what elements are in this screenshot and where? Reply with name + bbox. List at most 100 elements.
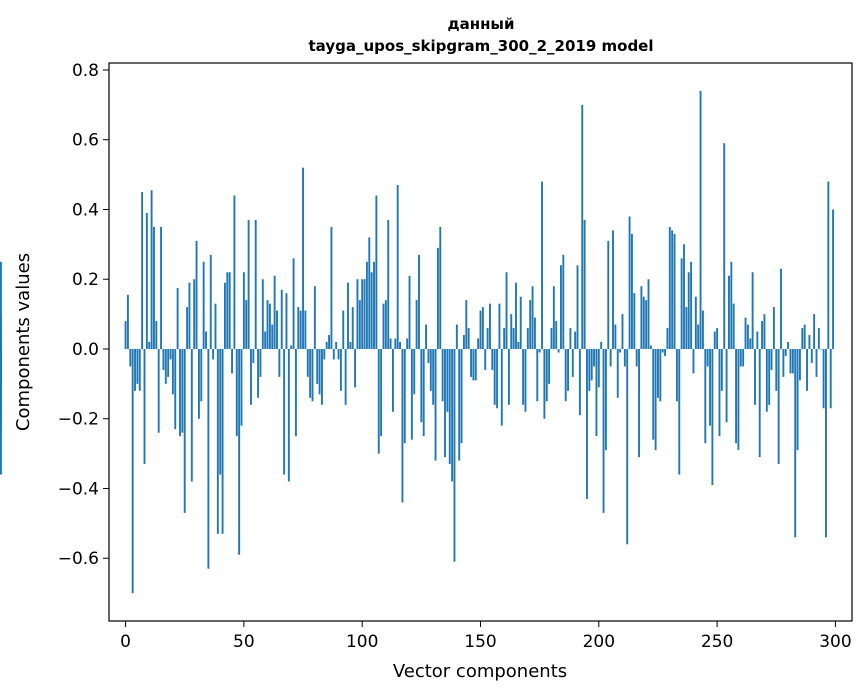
bar — [536, 348, 539, 402]
bar — [396, 185, 399, 349]
bar — [479, 310, 482, 349]
bar — [640, 286, 643, 349]
bars-group — [0, 90, 835, 594]
bar — [787, 342, 790, 349]
bar — [728, 275, 730, 349]
bar — [517, 342, 520, 349]
bar — [675, 348, 678, 402]
bar — [808, 335, 811, 349]
bar — [287, 348, 290, 482]
bar — [316, 348, 319, 384]
bar — [597, 348, 600, 388]
bar — [325, 342, 328, 349]
x-tick-label: 100 — [346, 632, 378, 652]
bar — [271, 324, 274, 349]
bar — [659, 348, 662, 402]
chart-title-line-1: данный — [447, 15, 514, 33]
bar — [304, 310, 307, 349]
bar — [742, 348, 745, 367]
bar — [505, 272, 508, 349]
bar — [668, 226, 671, 349]
bar — [342, 310, 345, 349]
bar — [313, 286, 316, 349]
bar — [261, 279, 264, 349]
bar — [401, 348, 404, 503]
bar — [557, 348, 560, 353]
bar — [384, 300, 387, 349]
bar — [661, 348, 664, 353]
bar — [354, 348, 357, 388]
bar — [642, 296, 645, 349]
bar — [155, 321, 158, 349]
bar — [337, 348, 340, 360]
bar — [169, 348, 172, 360]
bar — [647, 279, 650, 349]
bar — [694, 296, 697, 349]
bar — [134, 348, 136, 391]
bar — [183, 348, 186, 513]
bar — [775, 348, 778, 391]
bar — [429, 348, 432, 391]
bar — [666, 328, 669, 349]
bar — [723, 143, 726, 349]
bar — [825, 348, 827, 538]
bar — [626, 348, 629, 545]
bar — [259, 348, 262, 377]
bar — [245, 300, 248, 349]
bar — [228, 272, 231, 349]
bar — [522, 348, 525, 405]
bar — [460, 348, 463, 444]
bar — [141, 192, 144, 349]
bar — [339, 348, 342, 391]
bar — [179, 348, 181, 437]
bar — [586, 348, 588, 499]
bar — [817, 328, 820, 349]
y-axis-ticks: −0.6 −0.4 −0.2 0.0 0.2 0.4 0.6 0.8 — [58, 61, 109, 569]
y-axis-label: Components values — [13, 253, 34, 431]
bar — [283, 348, 286, 475]
bar — [297, 307, 300, 349]
bar — [176, 287, 179, 349]
bar — [462, 335, 465, 349]
bar — [799, 348, 801, 381]
bar — [467, 328, 470, 349]
bar — [754, 348, 756, 405]
bar — [470, 348, 472, 377]
bar — [713, 331, 716, 349]
bar — [458, 348, 461, 461]
bar — [498, 303, 501, 349]
bar — [564, 348, 567, 402]
bar — [657, 348, 659, 398]
bar — [254, 219, 257, 349]
bar — [422, 348, 425, 437]
chart-title-line-2: tayga_upos_skipgram_300_2_2019 model — [309, 37, 654, 55]
bar — [365, 261, 368, 349]
bar — [581, 104, 584, 349]
bar — [810, 348, 813, 363]
bar — [235, 348, 238, 437]
bar — [791, 348, 794, 374]
bar — [448, 348, 451, 465]
bar — [436, 247, 439, 349]
bar — [268, 303, 271, 349]
bar — [413, 348, 416, 395]
x-axis-ticks: 0 50 100 150 200 250 300 — [120, 621, 852, 652]
bar — [756, 331, 759, 349]
bar — [455, 324, 458, 349]
bar — [145, 212, 148, 349]
bar — [531, 286, 534, 349]
bar — [349, 342, 352, 349]
bar — [692, 348, 695, 374]
bar — [550, 328, 553, 349]
bar — [370, 272, 373, 349]
bar — [153, 226, 155, 349]
bar — [446, 348, 449, 412]
bar — [548, 348, 551, 384]
bar — [247, 219, 250, 349]
bar — [418, 254, 420, 349]
y-tick-label: −0.4 — [58, 479, 99, 499]
bar — [664, 348, 667, 356]
bar — [214, 303, 217, 349]
bar — [195, 240, 198, 349]
